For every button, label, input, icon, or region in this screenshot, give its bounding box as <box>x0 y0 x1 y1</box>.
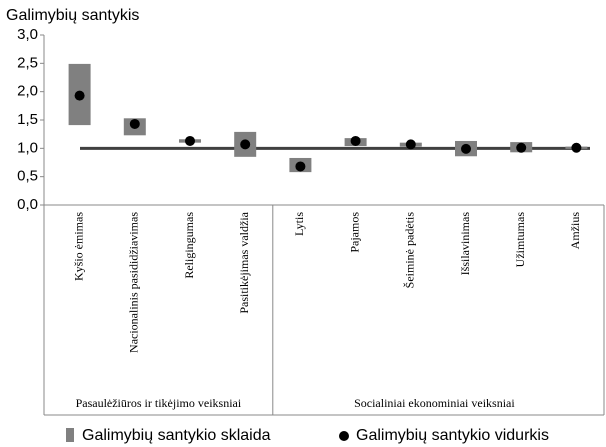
mean-dot <box>405 139 416 150</box>
y-tick-label: 1,0 <box>17 139 38 156</box>
group-label: Pasaulėžiūros ir tikėjimo veiksniai <box>76 396 242 410</box>
chart-title: Galimybių santykis <box>6 7 139 24</box>
legend-dot <box>339 431 349 441</box>
legend-label: Galimybių santykio sklaida <box>82 427 271 444</box>
mean-dot <box>461 143 471 154</box>
legend-label: Galimybių santykio vidurkis <box>356 427 549 444</box>
x-tick-label: Amžius <box>568 212 582 250</box>
y-tick-label: 2,5 <box>17 54 38 71</box>
x-tick-label: Šeiminė padėtis <box>403 212 417 289</box>
legend-swatch <box>66 428 74 442</box>
x-tick-label: Išsilavinimas <box>458 212 472 276</box>
y-tick-label: 1,5 <box>17 111 38 128</box>
x-tick-label: Užimtumas <box>513 212 527 268</box>
mean-dot <box>516 142 527 153</box>
mean-dot <box>129 118 140 129</box>
y-tick-label: 0,5 <box>17 168 38 185</box>
mean-dot <box>295 161 306 172</box>
x-tick-label: Lytis <box>292 212 306 236</box>
mean-dot <box>350 135 361 146</box>
x-tick-label: Religingumas <box>182 212 196 279</box>
mean-dot <box>74 90 85 101</box>
mean-dot <box>571 142 582 153</box>
y-tick-label: 3,0 <box>17 26 38 43</box>
x-tick-label: Kyšio ėmimas <box>71 212 85 281</box>
group-label: Socialiniai ekonominiai veiksniai <box>354 396 515 410</box>
mean-dot <box>240 139 251 150</box>
y-tick-label: 0,0 <box>17 196 38 213</box>
x-tick-label: Pajamos <box>347 212 361 253</box>
y-tick-label: 2,0 <box>17 83 38 100</box>
x-tick-label: Pasitikėjimas valdžia <box>237 211 251 313</box>
mean-dot <box>185 135 195 146</box>
x-tick-label: Nacionalinis pasididžiavimas <box>127 212 141 353</box>
